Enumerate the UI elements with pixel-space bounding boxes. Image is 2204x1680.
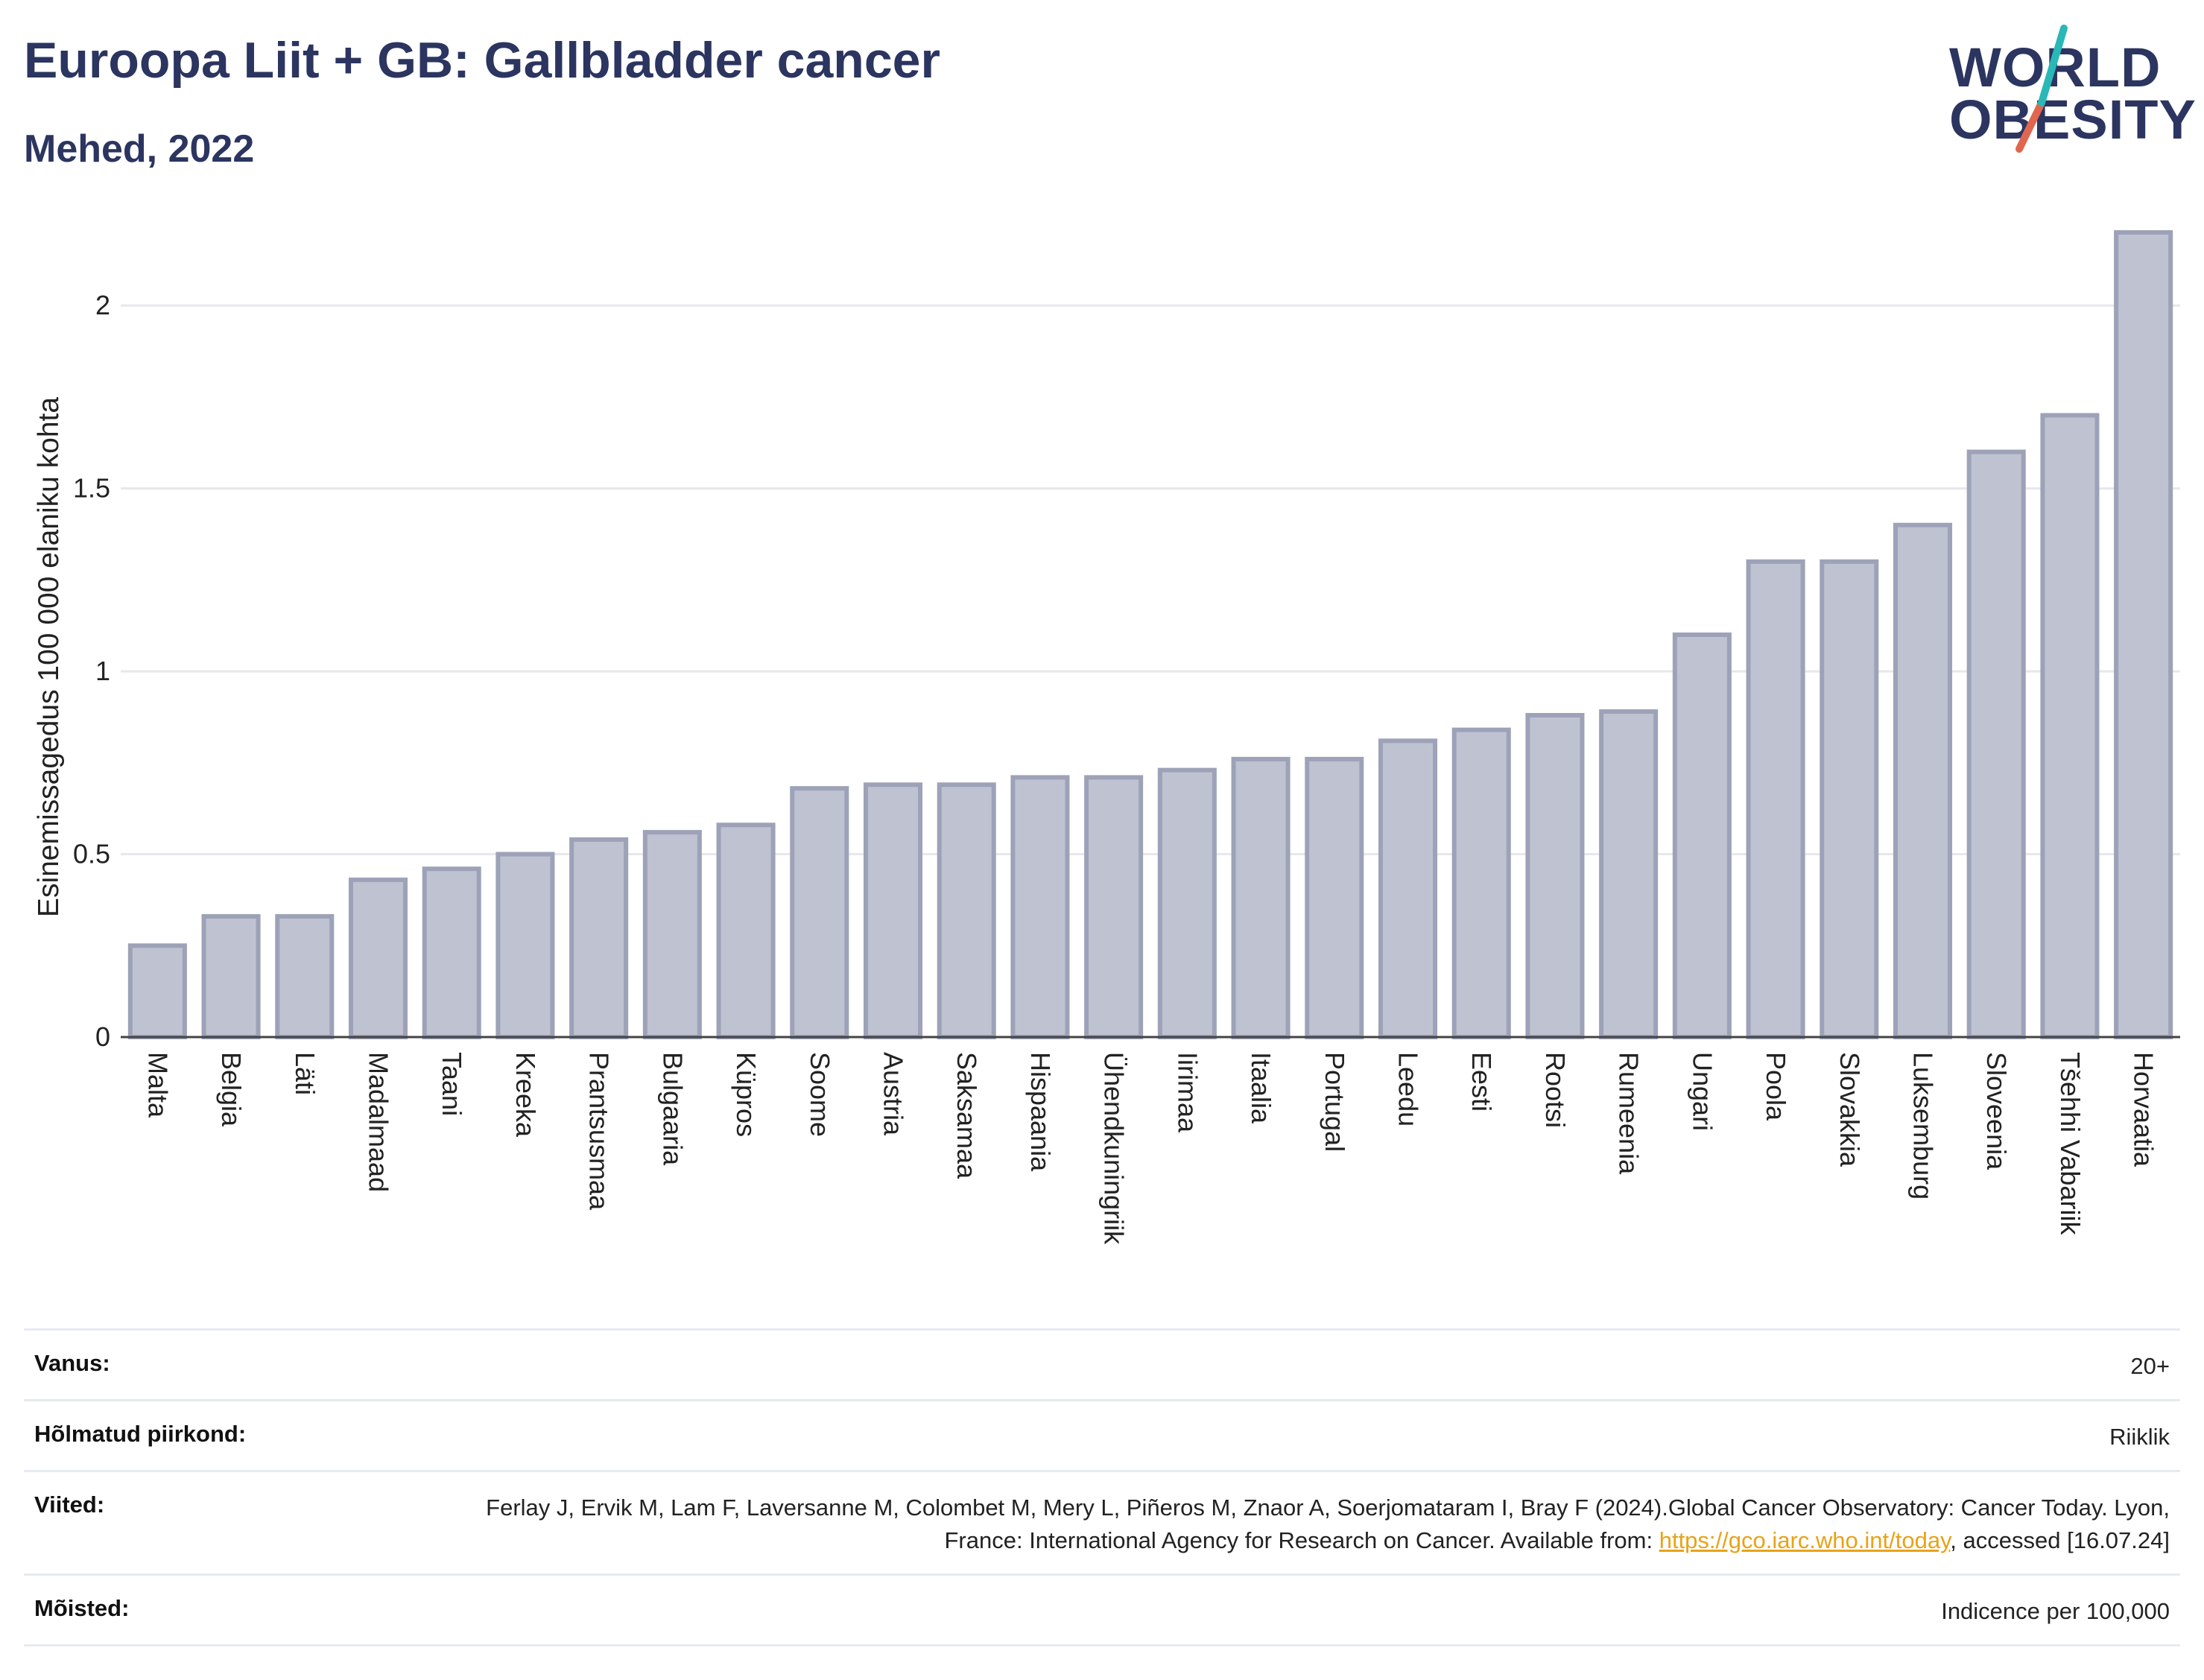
bar: [422, 866, 481, 1039]
bar: [790, 786, 849, 1039]
x-tick-label: Ühendkuningriik: [1099, 1052, 1130, 1245]
bar: [1525, 713, 1585, 1039]
definitions-value: Indicence per 100,000: [1941, 1598, 2170, 1624]
meta-row-definitions: Mõisted: Indicence per 100,000: [24, 1573, 2180, 1646]
bar: [1084, 775, 1144, 1039]
region-label: Hõlmatud piirkond:: [34, 1421, 247, 1447]
x-tick-label: Madalmaad: [364, 1052, 394, 1192]
x-tick-label: Prantsusmaa: [584, 1052, 615, 1211]
x-tick-label: Itaalia: [1246, 1052, 1276, 1124]
x-tick-label: Slovakkia: [1834, 1052, 1865, 1167]
x-tick-label: Küpros: [731, 1052, 761, 1137]
y-tick-label: 0: [95, 1021, 110, 1052]
bar: [716, 822, 776, 1039]
references-label: Viited:: [34, 1492, 105, 1518]
x-tick-label: Ungari: [1687, 1052, 1717, 1131]
bar: [937, 782, 996, 1039]
bar: [1231, 756, 1291, 1040]
bar: [1672, 633, 1732, 1039]
meta-row-age: Vanus: 20+: [24, 1328, 2180, 1399]
x-tick-label: Belgia: [216, 1052, 247, 1127]
references-accessed: , accessed [16.07.24]: [1950, 1527, 2170, 1553]
logo-slash-icon: [2015, 25, 2068, 153]
bar: [1599, 709, 1659, 1039]
x-tick-label: Luksemburg: [1908, 1052, 1939, 1199]
bar: [275, 914, 335, 1039]
x-tick-label: Poola: [1761, 1052, 1791, 1121]
x-tick-label: Horvaatia: [2129, 1052, 2159, 1167]
bar: [1305, 756, 1364, 1040]
y-tick-label: 2: [95, 290, 110, 320]
x-tick-label: Rootsi: [1540, 1052, 1571, 1128]
x-tick-label: Bulgaaria: [657, 1052, 688, 1166]
x-tick-label: Kreeka: [510, 1052, 541, 1138]
y-tick-label: 1: [95, 656, 110, 686]
y-tick-label: 0.5: [73, 839, 110, 869]
age-label: Vanus:: [34, 1350, 110, 1376]
x-tick-label: Tšehhi Vabariik: [2055, 1052, 2086, 1235]
bar: [1451, 727, 1511, 1039]
bar: [2114, 230, 2173, 1039]
bar: [863, 782, 923, 1039]
x-tick-label: Saksamaa: [951, 1052, 982, 1179]
x-tick-label: Hispaania: [1025, 1052, 1056, 1172]
bar: [2040, 413, 2100, 1040]
bar: [642, 830, 702, 1039]
meta-row-references: Viited: Ferlay J, Ervik M, Lam F, Lavers…: [24, 1470, 2180, 1573]
x-tick-label: Taani: [437, 1052, 467, 1116]
logo-word-obesity: OBESITY: [1949, 89, 2197, 150]
region-value: Riiklik: [2109, 1424, 2170, 1450]
bar: [127, 943, 187, 1039]
x-tick-label: Soome: [805, 1052, 835, 1137]
meta-row-region: Hõlmatud piirkond: Riiklik: [24, 1399, 2180, 1470]
bar: [1893, 522, 1953, 1039]
bar-chart: 0 0.5 1 1.5 2 Esinemissagedus 100 000 elaniku…: [33, 230, 2180, 1245]
bar: [1746, 559, 1805, 1039]
x-tick-label: Portugal: [1320, 1052, 1350, 1152]
chart-title: Euroopa Liit + GB: Gallbladder cancer: [24, 32, 940, 89]
bar: [1378, 738, 1438, 1039]
bar: [348, 877, 408, 1040]
definitions-label: Mõisted:: [34, 1595, 130, 1621]
y-axis-title: Esinemissagedus 100 000 elaniku kohta: [33, 397, 65, 917]
bar: [569, 837, 629, 1040]
references-value: Ferlay J, Ervik M, Lam F, Laversanne M, …: [456, 1492, 2170, 1557]
x-tick-label: Rumeenia: [1614, 1052, 1644, 1175]
chart-subtitle: Mehed, 2022: [24, 127, 255, 171]
references-text: Ferlay J, Ervik M, Lam F, Laversanne M, …: [486, 1494, 2170, 1553]
x-tick-label: Iirimaa: [1172, 1052, 1203, 1133]
world-obesity-logo: WORLD OBESITY: [1937, 21, 2196, 162]
bar: [1820, 559, 1879, 1039]
x-tick-label: Malta: [142, 1052, 173, 1118]
bar: [495, 852, 555, 1040]
bar: [201, 914, 261, 1039]
x-tick-label: Leedu: [1393, 1052, 1424, 1126]
x-tick-label: Sloveenia: [1981, 1052, 2012, 1170]
chart-metadata-table: Vanus: 20+ Hõlmatud piirkond: Riiklik Vi…: [24, 1328, 2180, 1646]
x-tick-label: Austria: [878, 1052, 909, 1136]
bar: [1966, 449, 2026, 1039]
x-tick-label: Eesti: [1466, 1052, 1497, 1112]
age-value: 20+: [2130, 1353, 2170, 1379]
x-tick-label: Läti: [290, 1052, 320, 1095]
bar: [1010, 775, 1070, 1039]
y-tick-label: 1.5: [73, 473, 110, 504]
references-link[interactable]: https://gco.iarc.who.int/today: [1659, 1527, 1951, 1553]
bar: [1157, 767, 1217, 1039]
